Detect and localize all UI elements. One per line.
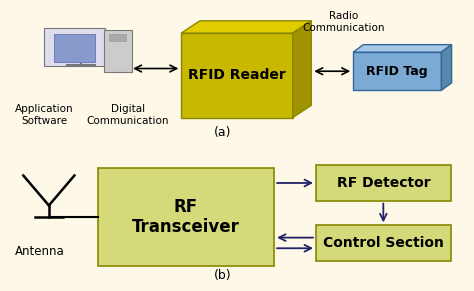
Polygon shape: [293, 21, 311, 118]
Text: Application
Software: Application Software: [15, 104, 73, 126]
FancyBboxPatch shape: [109, 34, 127, 41]
FancyBboxPatch shape: [316, 165, 451, 201]
Text: RFID Tag: RFID Tag: [366, 65, 428, 78]
Polygon shape: [441, 45, 452, 90]
Polygon shape: [353, 45, 452, 52]
FancyBboxPatch shape: [98, 168, 274, 266]
Text: Control Section: Control Section: [323, 236, 444, 250]
Text: (b): (b): [214, 269, 232, 283]
FancyBboxPatch shape: [181, 33, 293, 118]
Text: RFID Reader: RFID Reader: [188, 68, 286, 82]
Polygon shape: [181, 21, 311, 33]
Text: RF
Transceiver: RF Transceiver: [132, 198, 240, 237]
Text: (a): (a): [214, 126, 232, 139]
FancyBboxPatch shape: [54, 34, 95, 62]
Text: Antenna: Antenna: [15, 245, 64, 258]
Text: RF Detector: RF Detector: [337, 176, 430, 190]
Text: Digital
Communication: Digital Communication: [87, 104, 169, 126]
FancyBboxPatch shape: [316, 225, 451, 261]
FancyBboxPatch shape: [353, 52, 441, 90]
FancyBboxPatch shape: [44, 28, 105, 66]
FancyBboxPatch shape: [104, 30, 132, 72]
Text: Radio
Communication: Radio Communication: [302, 11, 385, 33]
